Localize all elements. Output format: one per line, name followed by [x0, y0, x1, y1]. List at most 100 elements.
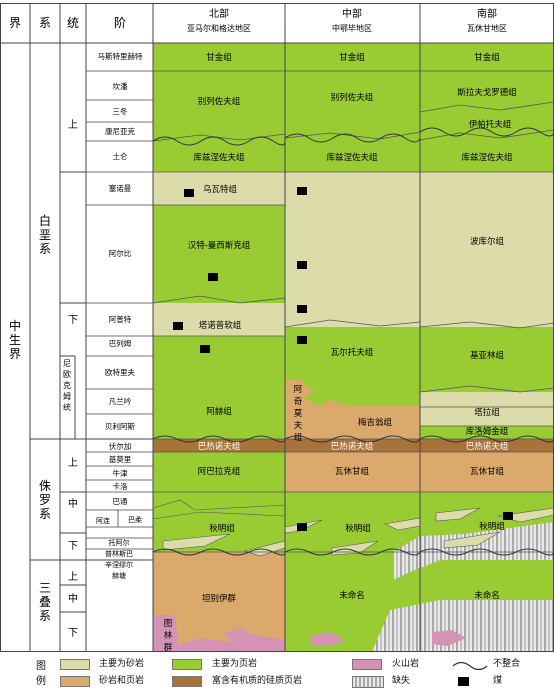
svg-text:图: 图 — [164, 619, 173, 629]
svg-text:叠: 叠 — [39, 595, 51, 609]
svg-text:尼: 尼 — [63, 359, 71, 368]
header-north: 北部 — [209, 7, 229, 20]
stage-label: 伏尔加 — [109, 441, 132, 451]
m-kuzuo-label: 库兹涅佐夫组 — [326, 152, 378, 163]
coal-marker — [297, 305, 307, 313]
stage-labels: 马斯特里赫特坎潘三冬康尼亚克土仑塞诺曼阿尔比阿普特巴列姆欧特里夫凡兰吟贝利阿斯伏… — [96, 51, 143, 580]
svg-text:上: 上 — [68, 457, 78, 469]
svg-text:垩: 垩 — [39, 228, 51, 242]
n-ganjin-label: 甘金组 — [206, 52, 232, 63]
header-north-sub: 亚马尔和格达地区 — [187, 23, 251, 33]
s-ganjin-label: 甘金组 — [474, 52, 500, 63]
svg-text:克: 克 — [63, 381, 71, 390]
stage-label: 巴柔 — [128, 515, 142, 524]
system-triassic: 三叠系 — [39, 581, 51, 623]
stage-label: 牛津 — [113, 468, 128, 478]
s-yipatuo-label: 伊帕托夫组 — [469, 119, 512, 130]
s-taer-label: 塔拉组 — [474, 407, 500, 418]
legend-label-shale: 主要为页岩 — [212, 659, 258, 669]
svg-text:生: 生 — [9, 333, 21, 347]
stage-label: 贝利阿斯 — [105, 421, 135, 431]
volcanic-south — [432, 630, 466, 646]
svg-text:白: 白 — [39, 213, 51, 228]
coal-marker — [503, 512, 513, 520]
coal-marker — [200, 345, 210, 353]
stage-boundaries — [86, 70, 153, 561]
system-cretaceous: 白垩系 — [39, 213, 51, 256]
header-middle-sub: 中鄂毕地区 — [332, 23, 372, 33]
svg-text:侏: 侏 — [39, 479, 51, 493]
n-bazhen-label: 巴热诺夫组 — [198, 441, 241, 452]
header-tong: 统 — [67, 16, 79, 30]
header-xi: 系 — [39, 16, 51, 30]
legend-swatch-sand-shale — [60, 676, 90, 687]
svg-text:上: 上 — [68, 571, 78, 583]
svg-text:界: 界 — [9, 347, 21, 361]
header-stage: 阶 — [114, 16, 126, 30]
coal-marker — [297, 523, 307, 531]
svg-text:欧: 欧 — [63, 369, 71, 379]
achimov-wedge — [285, 380, 420, 439]
stage-label: 土仑 — [113, 151, 128, 161]
svg-text:下: 下 — [68, 541, 78, 552]
svg-text:阿: 阿 — [294, 385, 303, 395]
north-column — [153, 43, 285, 652]
s-bazhen-label: 巴热诺夫组 — [466, 441, 509, 452]
hiatus-triassic — [372, 600, 554, 652]
s-qiuming-label: 秋明组 — [479, 521, 505, 532]
coal-marker — [184, 189, 194, 197]
south-column — [420, 43, 554, 652]
series-k-lower: 下 — [68, 315, 78, 326]
svg-text:中: 中 — [68, 592, 78, 605]
coal-marker — [208, 273, 218, 281]
header-south: 南部 — [477, 7, 497, 20]
series-t-upper: 上 — [68, 571, 78, 583]
unconformity-lines — [152, 127, 554, 556]
volcanic-middle — [310, 632, 345, 646]
legend-label-unconformity: 不整合 — [493, 659, 521, 669]
stage-label: 阿连 — [96, 516, 110, 525]
svg-text:群: 群 — [164, 642, 173, 652]
svg-text:林: 林 — [164, 630, 173, 641]
n-abala-label: 阿巴拉克组 — [198, 466, 241, 477]
stage-label: 阿普特 — [109, 314, 132, 324]
svg-text:统: 统 — [63, 402, 71, 412]
n-qiuming-label: 秋明组 — [209, 523, 235, 534]
formation-labels: 甘金组 甘金组 甘金组 别列佐夫组 别列佐夫组 斯拉夫戈罗德组 伊帕托夫组 库兹… — [188, 52, 518, 604]
coal-marker — [173, 322, 183, 330]
header-south-sub: 瓦休甘地区 — [467, 23, 507, 33]
legend-swatch-organic — [172, 676, 202, 687]
series-j-lower: 下 — [68, 541, 78, 552]
stage-label: 基莫里 — [109, 454, 132, 464]
stage-label: 阿尔比 — [109, 248, 132, 258]
stage-label: 辛涅缪尔 — [105, 560, 133, 569]
svg-text:上: 上 — [68, 119, 78, 131]
svg-text:下: 下 — [68, 628, 78, 639]
sand-wedge-7 — [443, 531, 501, 549]
legend-label-coal: 煤 — [493, 676, 503, 686]
m-qiuming-label: 秋明组 — [345, 523, 371, 534]
svg-text:下: 下 — [68, 315, 78, 326]
n-tulin-label: 图林群 — [164, 619, 173, 652]
m-unnamed-label: 未命名 — [339, 590, 365, 601]
legend-swatch-volcanic — [352, 659, 382, 670]
s-bokuer-label: 波库尔组 — [470, 236, 505, 247]
formation-boundaries — [152, 70, 554, 553]
legend-label-sand-shale: 砂岩和页岩 — [99, 676, 145, 686]
m-ganjin-label: 甘金组 — [339, 52, 365, 63]
stage-label: 普林斯巴 — [105, 549, 133, 558]
series-t-lower: 下 — [68, 628, 78, 639]
legend-swatch-sandstone — [60, 659, 90, 670]
svg-text:夫: 夫 — [294, 420, 303, 431]
series-j-upper: 上 — [68, 457, 78, 469]
n-wuwate-label: 乌瓦特组 — [203, 184, 238, 195]
sand-wedge-5 — [435, 507, 481, 522]
legend-label-hiatus: 缺失 — [392, 676, 411, 686]
volcanic-north — [153, 615, 285, 652]
n-kuzuo-label: 库兹涅佐夫组 — [193, 152, 245, 163]
achimov-tongue — [285, 386, 298, 402]
m-waertuo-label: 瓦尔托夫组 — [331, 347, 374, 358]
m-waxiu-label: 瓦休甘组 — [335, 466, 370, 477]
